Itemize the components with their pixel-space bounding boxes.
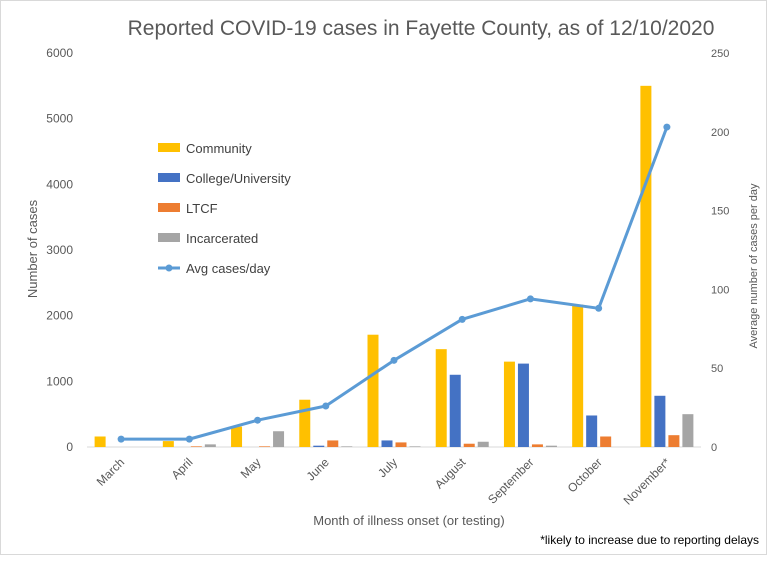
legend-swatch — [158, 203, 180, 212]
y2-tick-label: 250 — [711, 48, 729, 60]
bar-college-university — [586, 415, 598, 447]
y-tick-label: 0 — [66, 440, 73, 454]
y2-axis-label: Average number of cases per day — [748, 183, 760, 348]
bar-community — [299, 399, 311, 447]
x-tick-label: June — [304, 455, 333, 484]
bar-ltcf — [600, 436, 612, 447]
bar-ltcf — [327, 440, 339, 447]
bar-community — [572, 304, 584, 447]
y-axis-ticks: 0 1000 2000 3000 4000 5000 6000 — [46, 46, 73, 454]
bar-incarcerated — [545, 445, 557, 447]
legend-line-marker — [165, 264, 173, 272]
bar-ltcf — [190, 446, 202, 447]
bar-ltcf — [531, 444, 543, 447]
bar-incarcerated — [682, 414, 694, 447]
bar-incarcerated — [204, 444, 216, 447]
legend-label: Incarcerated — [186, 231, 258, 246]
bar-college-university — [449, 374, 461, 447]
y-tick-label: 4000 — [46, 177, 73, 191]
bar-college-university — [381, 440, 393, 447]
avg-cases-point — [322, 402, 330, 410]
bar-college-university — [313, 445, 325, 447]
bar-incarcerated — [409, 446, 421, 447]
avg-cases-point — [390, 356, 398, 364]
x-tick-label: September — [485, 455, 536, 506]
bar-incarcerated — [341, 446, 353, 447]
bar-incarcerated — [273, 431, 285, 447]
legend: Community College/University LTCF Incarcera… — [158, 141, 291, 276]
bar-ltcf — [259, 446, 271, 447]
x-tick-label: August — [432, 455, 469, 492]
y2-axis-ticks: 0 50 100 150 200 250 — [711, 48, 729, 454]
bars-group — [94, 85, 694, 447]
x-tick-label: July — [375, 455, 400, 480]
legend-label: College/University — [186, 171, 291, 186]
bar-community — [367, 334, 379, 447]
bar-community — [640, 85, 652, 447]
avg-cases-point — [458, 315, 466, 323]
avg-cases-point — [663, 123, 671, 131]
legend-swatch — [158, 233, 180, 242]
y2-tick-label: 100 — [711, 284, 729, 296]
bar-ltcf — [395, 442, 407, 447]
x-axis-ticks: March April May June July August September Octo… — [94, 455, 673, 508]
x-tick-label: October — [565, 455, 605, 495]
bar-community — [503, 361, 515, 447]
bar-community — [231, 426, 243, 447]
x-tick-label: November* — [621, 455, 674, 508]
avg-cases-point — [595, 304, 603, 312]
avg-cases-point — [117, 435, 125, 443]
legend-swatch — [158, 143, 180, 152]
x-axis-label: Month of illness onset (or testing) — [313, 513, 504, 528]
bar-college-university — [654, 395, 666, 447]
bar-incarcerated — [477, 441, 489, 447]
legend-label: Avg cases/day — [186, 261, 271, 276]
y-tick-label: 1000 — [46, 374, 73, 388]
y-tick-label: 2000 — [46, 309, 73, 323]
y-axis-label: Number of cases — [25, 199, 40, 298]
y2-tick-label: 200 — [711, 127, 729, 139]
y2-tick-label: 50 — [711, 363, 723, 375]
bar-community — [162, 441, 174, 447]
legend-swatch — [158, 173, 180, 182]
footnote: *likely to increase due to reporting del… — [540, 533, 759, 547]
bar-community — [94, 436, 106, 447]
y-tick-label: 6000 — [46, 46, 73, 60]
avg-cases-point — [254, 416, 262, 424]
line-series-group — [117, 123, 671, 443]
y-tick-label: 5000 — [46, 112, 73, 126]
legend-label: Community — [186, 141, 252, 156]
avg-cases-point — [185, 435, 193, 443]
bar-community — [435, 349, 447, 447]
y2-tick-label: 0 — [711, 442, 717, 454]
avg-cases-point — [526, 295, 534, 303]
bar-college-university — [517, 363, 529, 447]
chart-title: Reported COVID-19 cases in Fayette Count… — [128, 17, 715, 40]
bar-ltcf — [463, 443, 475, 447]
x-tick-label: March — [94, 455, 127, 488]
y-tick-label: 3000 — [46, 243, 73, 257]
x-tick-label: May — [238, 455, 264, 481]
y2-tick-label: 150 — [711, 206, 729, 218]
legend-label: LTCF — [186, 201, 218, 216]
x-tick-label: April — [169, 455, 196, 482]
bar-ltcf — [668, 435, 680, 447]
